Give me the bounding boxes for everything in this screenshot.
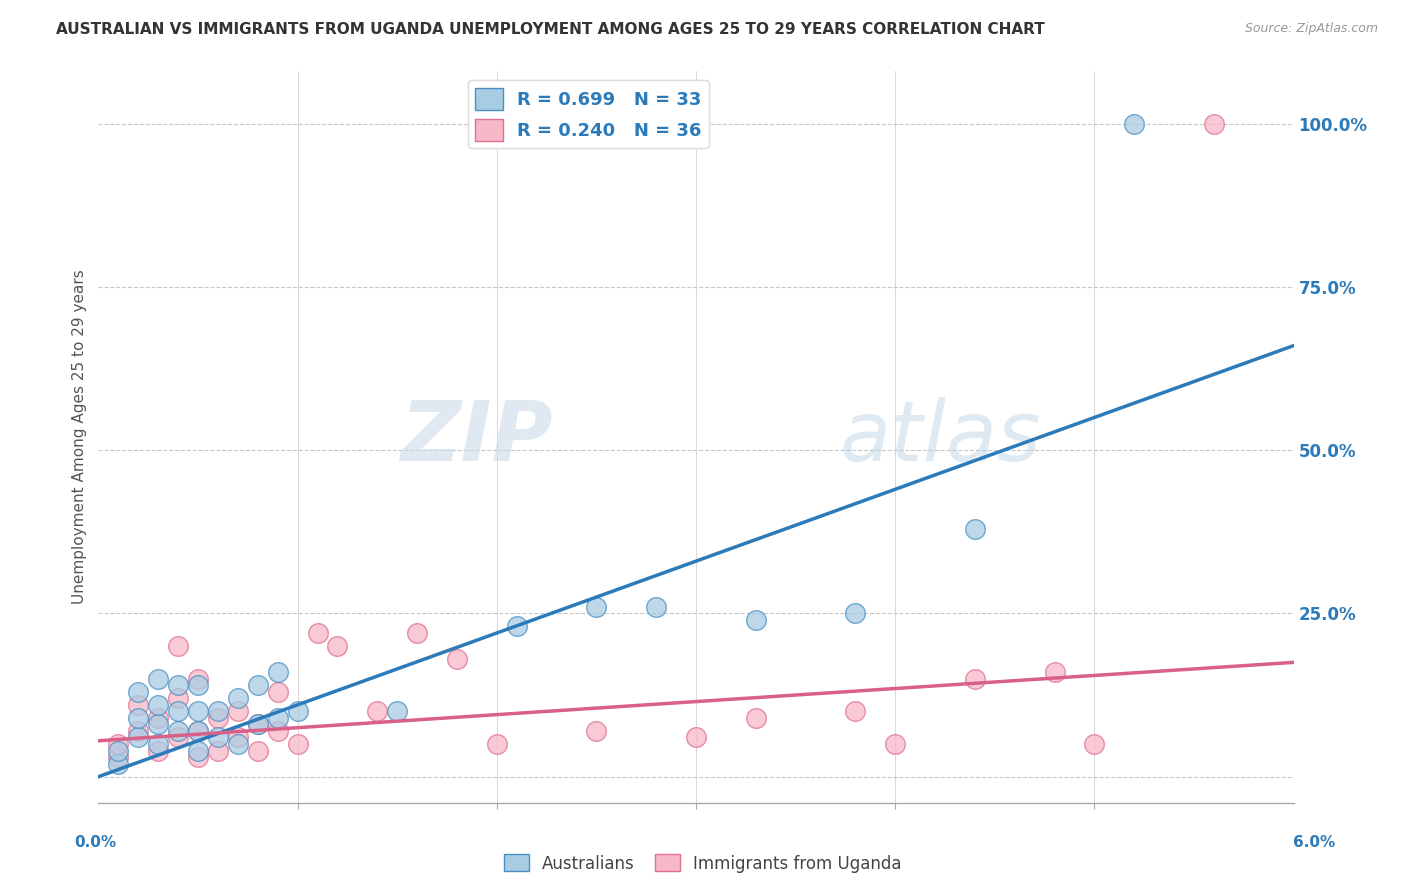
Point bbox=[287, 737, 309, 751]
Point bbox=[246, 717, 269, 731]
Point bbox=[167, 731, 190, 745]
Text: Source: ZipAtlas.com: Source: ZipAtlas.com bbox=[1244, 22, 1378, 36]
Point bbox=[207, 743, 229, 757]
Point bbox=[844, 705, 866, 719]
Text: 6.0%: 6.0% bbox=[1294, 836, 1336, 850]
Point bbox=[148, 737, 170, 751]
Point bbox=[226, 691, 249, 706]
Point bbox=[167, 678, 190, 692]
Point bbox=[127, 723, 149, 738]
Point bbox=[585, 599, 607, 614]
Point bbox=[207, 711, 229, 725]
Point bbox=[963, 672, 986, 686]
Point bbox=[127, 685, 149, 699]
Text: AUSTRALIAN VS IMMIGRANTS FROM UGANDA UNEMPLOYMENT AMONG AGES 25 TO 29 YEARS CORR: AUSTRALIAN VS IMMIGRANTS FROM UGANDA UNE… bbox=[56, 22, 1045, 37]
Point bbox=[148, 672, 170, 686]
Point bbox=[207, 705, 229, 719]
Text: 0.0%: 0.0% bbox=[75, 836, 117, 850]
Point bbox=[107, 737, 129, 751]
Point bbox=[645, 599, 668, 614]
Point bbox=[167, 705, 190, 719]
Point bbox=[267, 685, 290, 699]
Point bbox=[107, 756, 129, 771]
Y-axis label: Unemployment Among Ages 25 to 29 years: Unemployment Among Ages 25 to 29 years bbox=[72, 269, 87, 605]
Point bbox=[107, 743, 129, 757]
Point bbox=[226, 737, 249, 751]
Point bbox=[385, 705, 409, 719]
Point bbox=[187, 672, 209, 686]
Point bbox=[1043, 665, 1066, 680]
Point bbox=[167, 639, 190, 653]
Point bbox=[148, 711, 170, 725]
Point bbox=[226, 731, 249, 745]
Point bbox=[307, 626, 329, 640]
Point bbox=[406, 626, 429, 640]
Point bbox=[963, 521, 986, 535]
Point bbox=[485, 737, 508, 751]
Point bbox=[148, 743, 170, 757]
Point bbox=[246, 717, 269, 731]
Point bbox=[1202, 117, 1225, 131]
Point bbox=[267, 711, 290, 725]
Point bbox=[207, 731, 229, 745]
Point bbox=[187, 678, 209, 692]
Point bbox=[226, 705, 249, 719]
Point bbox=[506, 619, 529, 633]
Point bbox=[127, 711, 149, 725]
Point bbox=[366, 705, 388, 719]
Point bbox=[127, 698, 149, 712]
Point bbox=[585, 723, 607, 738]
Point bbox=[685, 731, 707, 745]
Point bbox=[187, 743, 209, 757]
Point bbox=[246, 743, 269, 757]
Point bbox=[107, 750, 129, 764]
Legend: R = 0.699   N = 33, R = 0.240   N = 36: R = 0.699 N = 33, R = 0.240 N = 36 bbox=[468, 80, 709, 148]
Text: atlas: atlas bbox=[839, 397, 1040, 477]
Point bbox=[167, 691, 190, 706]
Point bbox=[187, 723, 209, 738]
Point bbox=[187, 723, 209, 738]
Point bbox=[148, 717, 170, 731]
Point bbox=[446, 652, 468, 666]
Point bbox=[1083, 737, 1105, 751]
Point bbox=[167, 723, 190, 738]
Point bbox=[246, 678, 269, 692]
Legend: Australians, Immigrants from Uganda: Australians, Immigrants from Uganda bbox=[498, 847, 908, 880]
Point bbox=[267, 665, 290, 680]
Point bbox=[844, 607, 866, 621]
Point bbox=[287, 705, 309, 719]
Point bbox=[187, 705, 209, 719]
Point bbox=[267, 723, 290, 738]
Point bbox=[127, 731, 149, 745]
Point bbox=[326, 639, 349, 653]
Point bbox=[745, 613, 768, 627]
Point bbox=[187, 750, 209, 764]
Point bbox=[148, 698, 170, 712]
Point bbox=[884, 737, 907, 751]
Point bbox=[1123, 117, 1146, 131]
Point bbox=[745, 711, 768, 725]
Text: ZIP: ZIP bbox=[399, 397, 553, 477]
